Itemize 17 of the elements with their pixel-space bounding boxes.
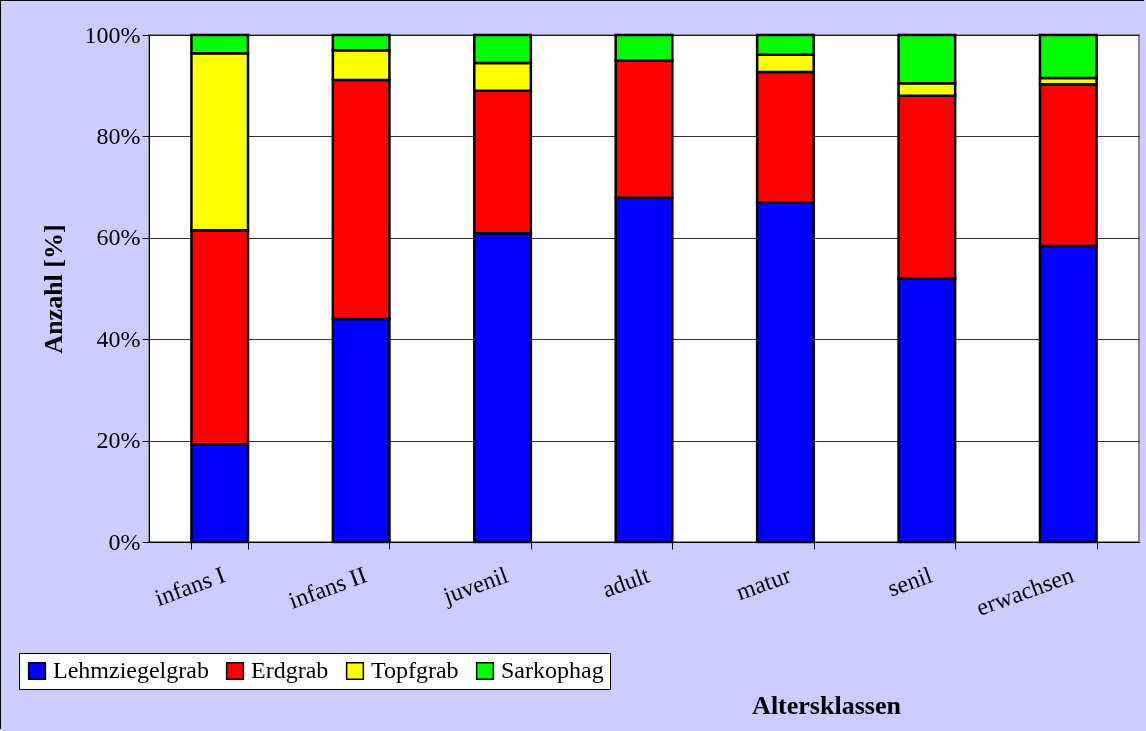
legend-label: Erdgrab — [251, 657, 329, 683]
legend-label: Lehmziegelgrab — [53, 657, 209, 683]
x-axis-title: Altersklassen — [752, 690, 902, 720]
y-tick-label: 100% — [84, 21, 141, 48]
x-tick-label: adult — [598, 561, 654, 603]
x-tick-label: matur — [732, 561, 795, 606]
y-tick-label: 0% — [108, 528, 141, 555]
x-tick-label: infans II — [285, 561, 370, 614]
legend-label: Topfgrab — [371, 657, 459, 683]
legend-label: Sarkophag — [501, 657, 604, 683]
x-tick-label: senil — [884, 561, 936, 602]
y-tick-label: 80% — [96, 122, 141, 149]
y-tick-label: 40% — [96, 325, 141, 352]
y-tick-label: 60% — [96, 224, 141, 251]
y-axis-title: Anzahl [%] — [38, 224, 68, 354]
x-tick-label: infans I — [151, 561, 229, 611]
y-tick-label: 20% — [96, 427, 141, 454]
